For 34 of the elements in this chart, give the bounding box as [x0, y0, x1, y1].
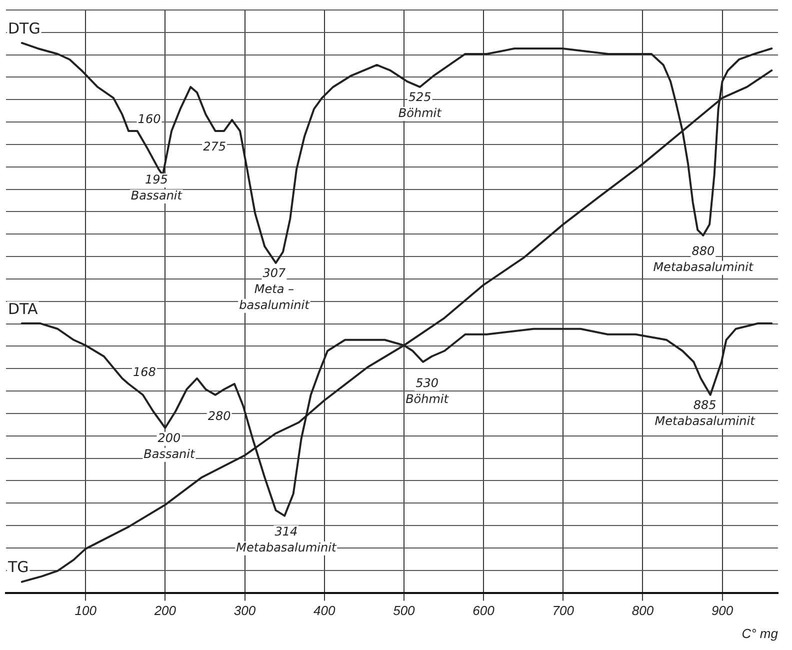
x-tick-label: 900	[711, 603, 734, 618]
x-tick-label: 200	[153, 603, 177, 618]
x-axis-title: C° mg	[742, 626, 779, 641]
annotation: 525	[408, 90, 432, 104]
x-tick-label: 800	[632, 603, 654, 618]
annotation: Bassanit	[130, 188, 184, 203]
annotation: 880	[692, 244, 716, 258]
x-tick-label: 100	[74, 603, 98, 618]
annotation: 160	[138, 112, 162, 126]
annotation: 280	[208, 408, 232, 423]
annotation: 307	[262, 266, 286, 280]
annotation: Böhmit	[398, 106, 443, 120]
x-tick-label: 600	[472, 603, 496, 618]
series-label: DTA	[8, 300, 39, 318]
annotation: 530	[416, 376, 439, 390]
annotation: Metabasaluminit	[654, 414, 756, 428]
annotation: Meta –	[254, 282, 294, 296]
x-tick-label: 300	[234, 603, 256, 618]
annotation: 275	[203, 140, 226, 154]
annotation: basaluminit	[239, 298, 311, 312]
annotation: Metabasaluminit	[653, 260, 754, 274]
annotation: Bassanit	[144, 446, 196, 461]
annotation: 314	[274, 524, 298, 538]
annotation: 885	[693, 398, 716, 412]
annotation: 195	[144, 172, 168, 187]
series-label: DTG	[8, 19, 40, 38]
series-label: TG	[7, 558, 29, 576]
x-tick-label: 400	[314, 603, 336, 618]
annotation: 200	[158, 430, 181, 445]
annotation: Böhmit	[406, 392, 450, 406]
annotation: 168	[133, 365, 156, 379]
x-tick-label: 500	[393, 603, 416, 618]
x-tick-label: 700	[552, 603, 575, 618]
annotation: Metabasaluminit	[236, 540, 338, 554]
